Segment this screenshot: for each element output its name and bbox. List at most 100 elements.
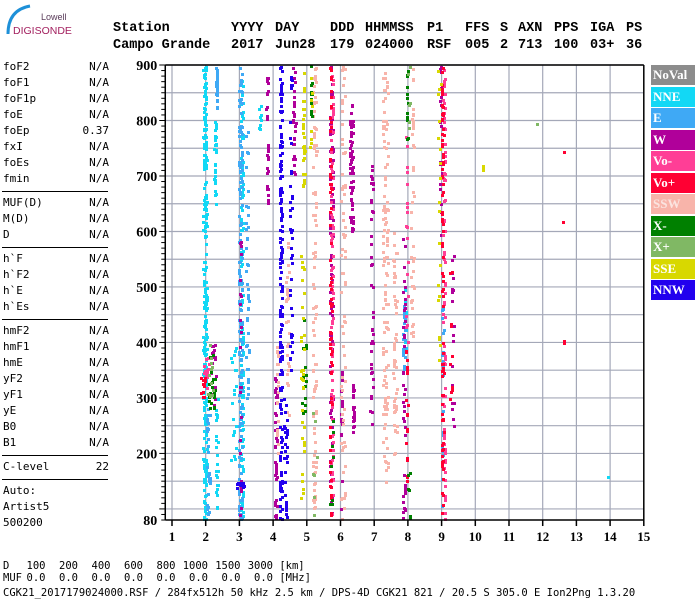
echo-point	[409, 66, 412, 69]
echo-point	[404, 489, 407, 492]
echo-point	[406, 86, 409, 89]
echo-point	[331, 224, 334, 227]
echo-point	[208, 472, 211, 475]
echo-point	[304, 404, 307, 407]
echo-point	[352, 384, 355, 387]
echo-point	[277, 363, 280, 366]
echo-point	[403, 280, 406, 283]
x-tick-label: 14	[604, 529, 618, 544]
echo-point	[240, 90, 243, 93]
echo-point	[313, 454, 316, 457]
echo-point	[382, 242, 385, 245]
echo-point	[444, 230, 447, 233]
echo-point	[350, 112, 353, 115]
echo-point	[279, 517, 282, 520]
echo-point	[287, 384, 290, 387]
echo-point	[290, 231, 293, 234]
echo-point	[332, 449, 335, 452]
echo-point	[202, 447, 205, 450]
echo-point	[330, 326, 333, 329]
echo-point	[205, 358, 208, 361]
echo-point	[402, 372, 405, 375]
echo-point	[331, 418, 334, 421]
echo-point	[205, 181, 208, 184]
echo-point	[279, 360, 282, 363]
echo-point	[281, 371, 284, 374]
echo-point	[314, 76, 317, 79]
echo-point	[406, 119, 409, 122]
echo-point	[443, 437, 446, 440]
echo-point	[238, 353, 241, 356]
echo-point	[213, 349, 216, 352]
echo-point	[206, 225, 209, 228]
artist-line: Artist5	[3, 500, 50, 513]
echo-point	[240, 487, 243, 490]
echo-point	[442, 163, 445, 166]
echo-point	[288, 332, 291, 335]
param-row: h`Es N/A	[3, 301, 109, 313]
echo-point	[312, 465, 315, 468]
echo-point	[214, 344, 217, 347]
echo-point	[279, 193, 282, 196]
echo-point	[442, 223, 445, 226]
param-label: B0	[3, 420, 17, 433]
echo-point	[453, 255, 456, 258]
echo-point	[241, 164, 244, 167]
echo-point	[407, 102, 410, 105]
echo-point	[382, 218, 385, 221]
echo-point	[437, 93, 440, 96]
echo-point	[242, 161, 245, 164]
echo-point	[344, 445, 347, 448]
echo-point	[214, 171, 217, 174]
echo-point	[277, 385, 280, 388]
echo-point	[241, 282, 244, 285]
echo-point	[216, 94, 219, 97]
echo-point	[274, 421, 277, 424]
echo-point	[247, 190, 250, 193]
echo-point	[205, 472, 208, 475]
echo-point	[403, 334, 406, 337]
echo-point	[303, 90, 306, 93]
echo-point	[276, 505, 279, 508]
muf-value: 0.0	[59, 572, 78, 584]
echo-point	[239, 452, 242, 455]
echo-point	[239, 418, 242, 421]
echo-point	[241, 328, 244, 331]
echo-point	[331, 322, 334, 325]
echo-point	[287, 246, 290, 249]
echo-point	[442, 280, 445, 283]
echo-point	[441, 413, 444, 416]
echo-point	[439, 68, 442, 71]
echo-point	[312, 415, 315, 418]
echo-point	[329, 123, 332, 126]
echo-point	[279, 202, 282, 205]
echo-point	[289, 137, 292, 140]
echo-point	[214, 356, 217, 359]
echo-point	[301, 409, 304, 412]
echo-point	[384, 408, 387, 411]
echo-point	[293, 155, 296, 158]
echo-point	[387, 92, 390, 95]
echo-point	[203, 86, 206, 89]
echo-point	[330, 393, 333, 396]
echo-point	[382, 351, 385, 354]
echo-point	[442, 418, 445, 421]
echo-point	[284, 481, 287, 484]
echo-point	[206, 387, 209, 390]
echo-point	[312, 329, 315, 332]
echo-point	[332, 441, 335, 444]
echo-point	[443, 434, 446, 437]
echo-point	[316, 150, 319, 153]
param-value: N/A	[89, 156, 109, 169]
echo-point	[384, 375, 387, 378]
echo-point	[239, 233, 242, 236]
echo-point	[341, 143, 344, 146]
echo-point	[204, 402, 207, 405]
echo-point	[281, 438, 284, 441]
echo-point	[245, 166, 248, 169]
echo-point	[231, 361, 234, 364]
echo-point	[444, 284, 447, 287]
echo-point	[208, 511, 211, 514]
echo-point	[332, 395, 335, 398]
echo-point	[442, 410, 445, 413]
